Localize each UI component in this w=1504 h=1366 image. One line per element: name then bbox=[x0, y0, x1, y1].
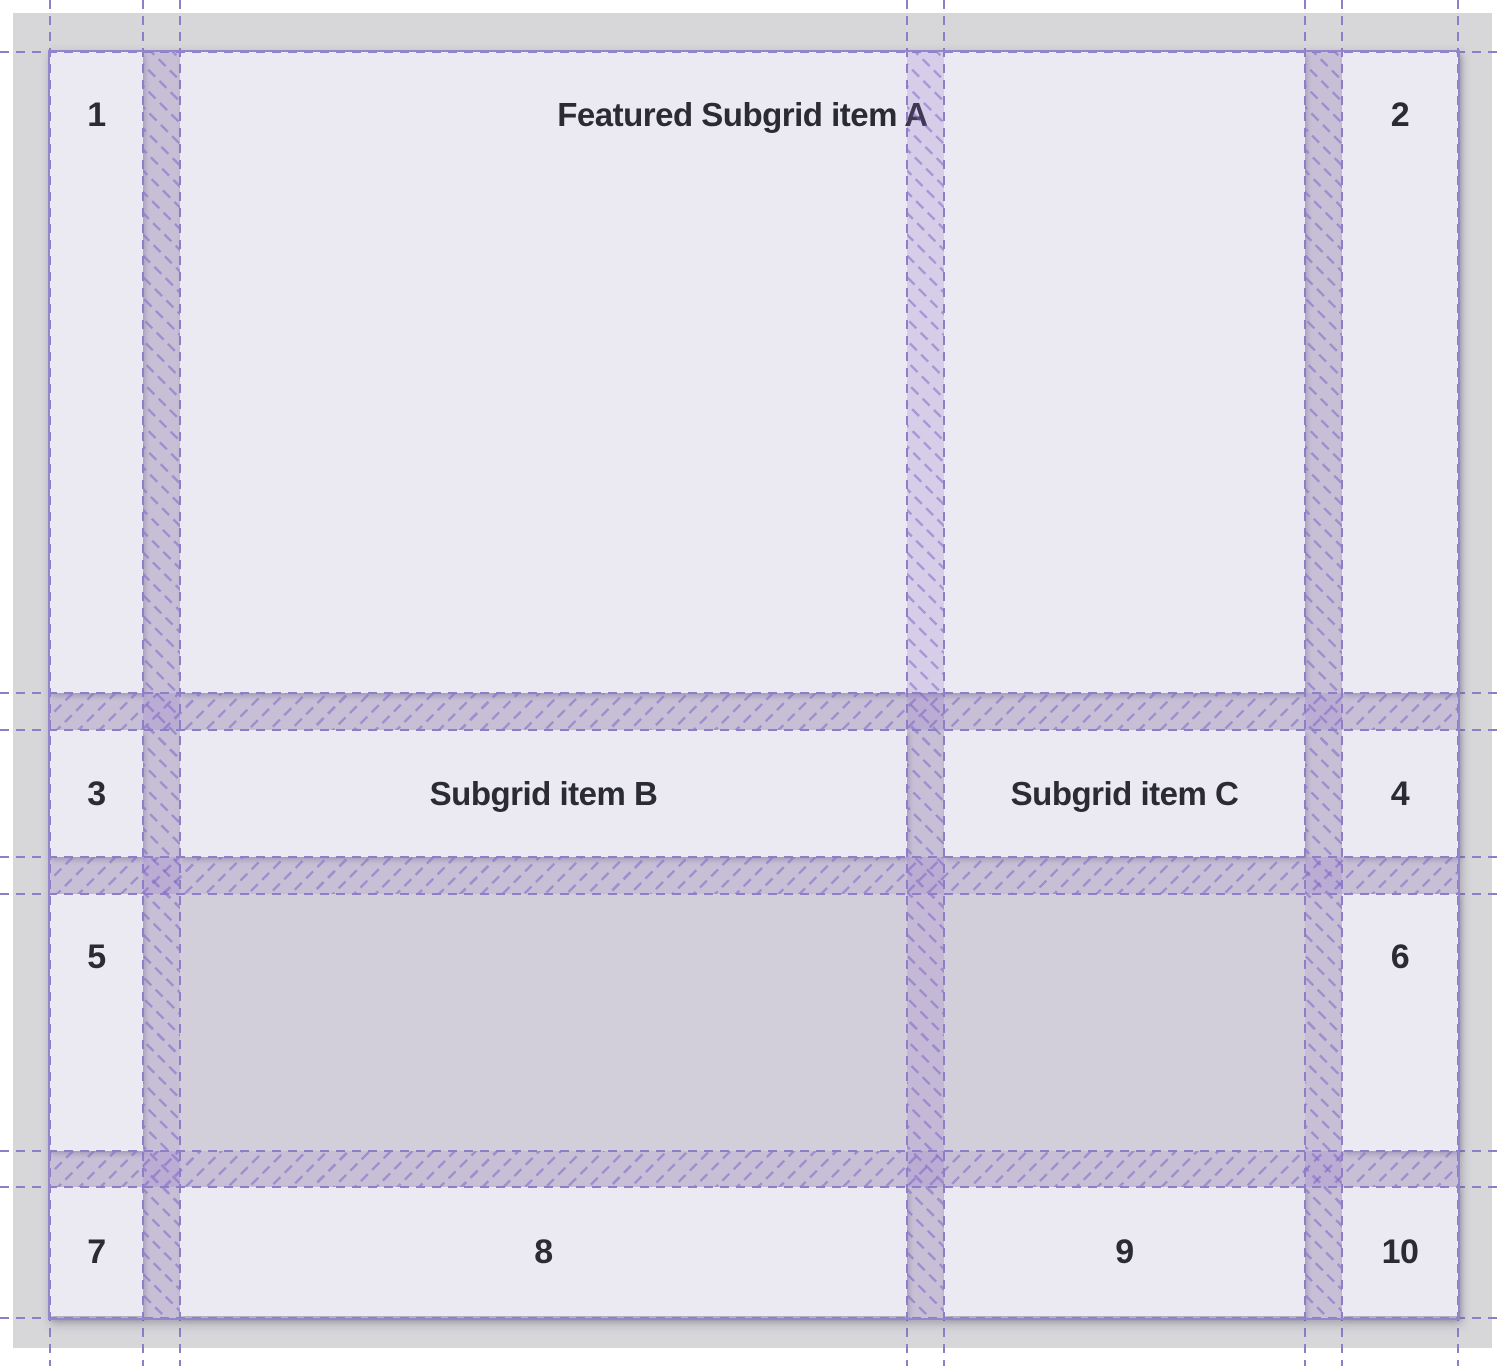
grid-item-1: 1 bbox=[50, 52, 143, 693]
row-gap-band-3 bbox=[50, 1151, 1458, 1187]
featured-subgrid-item-a: Featured Subgrid item A bbox=[180, 52, 1305, 693]
grid-item-4: 4 bbox=[1342, 730, 1458, 857]
grid-item-4-label: 4 bbox=[1390, 774, 1410, 813]
grid-item-9-label: 9 bbox=[1115, 1232, 1134, 1271]
column-gap-band-2 bbox=[907, 52, 944, 1318]
subgrid-item-b-label: Subgrid item B bbox=[429, 774, 658, 812]
grid-item-7-label: 7 bbox=[87, 1232, 106, 1271]
grid-item-6-label: 6 bbox=[1390, 938, 1410, 976]
grid-item-5: 5 bbox=[50, 894, 143, 1151]
grid-item-3-label: 3 bbox=[87, 774, 106, 813]
grid-item-1-label: 1 bbox=[87, 96, 106, 134]
empty-grid-cells-area bbox=[180, 894, 1305, 1151]
subgrid-item-c: Subgrid item C bbox=[944, 730, 1305, 857]
grid-item-2-label: 2 bbox=[1390, 96, 1410, 134]
grid-item-10: 10 bbox=[1342, 1187, 1458, 1316]
grid-item-8-label: 8 bbox=[534, 1232, 553, 1271]
subgrid-item-b: Subgrid item B bbox=[180, 730, 907, 857]
column-gap-band-1 bbox=[143, 52, 180, 1318]
grid-item-7: 7 bbox=[50, 1187, 143, 1316]
grid-item-2: 2 bbox=[1342, 52, 1458, 693]
grid-item-3: 3 bbox=[50, 730, 143, 857]
row-gap-band-1 bbox=[50, 693, 1458, 730]
grid-item-5-label: 5 bbox=[87, 938, 106, 976]
featured-subgrid-item-a-label: Featured Subgrid item A bbox=[557, 96, 928, 133]
grid-item-8: 8 bbox=[180, 1187, 907, 1316]
subgrid-item-c-label: Subgrid item C bbox=[1010, 774, 1239, 812]
row-gap-band-2 bbox=[50, 857, 1458, 894]
grid-item-9: 9 bbox=[944, 1187, 1305, 1316]
grid-item-6: 6 bbox=[1342, 894, 1458, 1151]
grid-item-10-label: 10 bbox=[1381, 1232, 1419, 1271]
column-gap-band-3 bbox=[1305, 52, 1342, 1318]
